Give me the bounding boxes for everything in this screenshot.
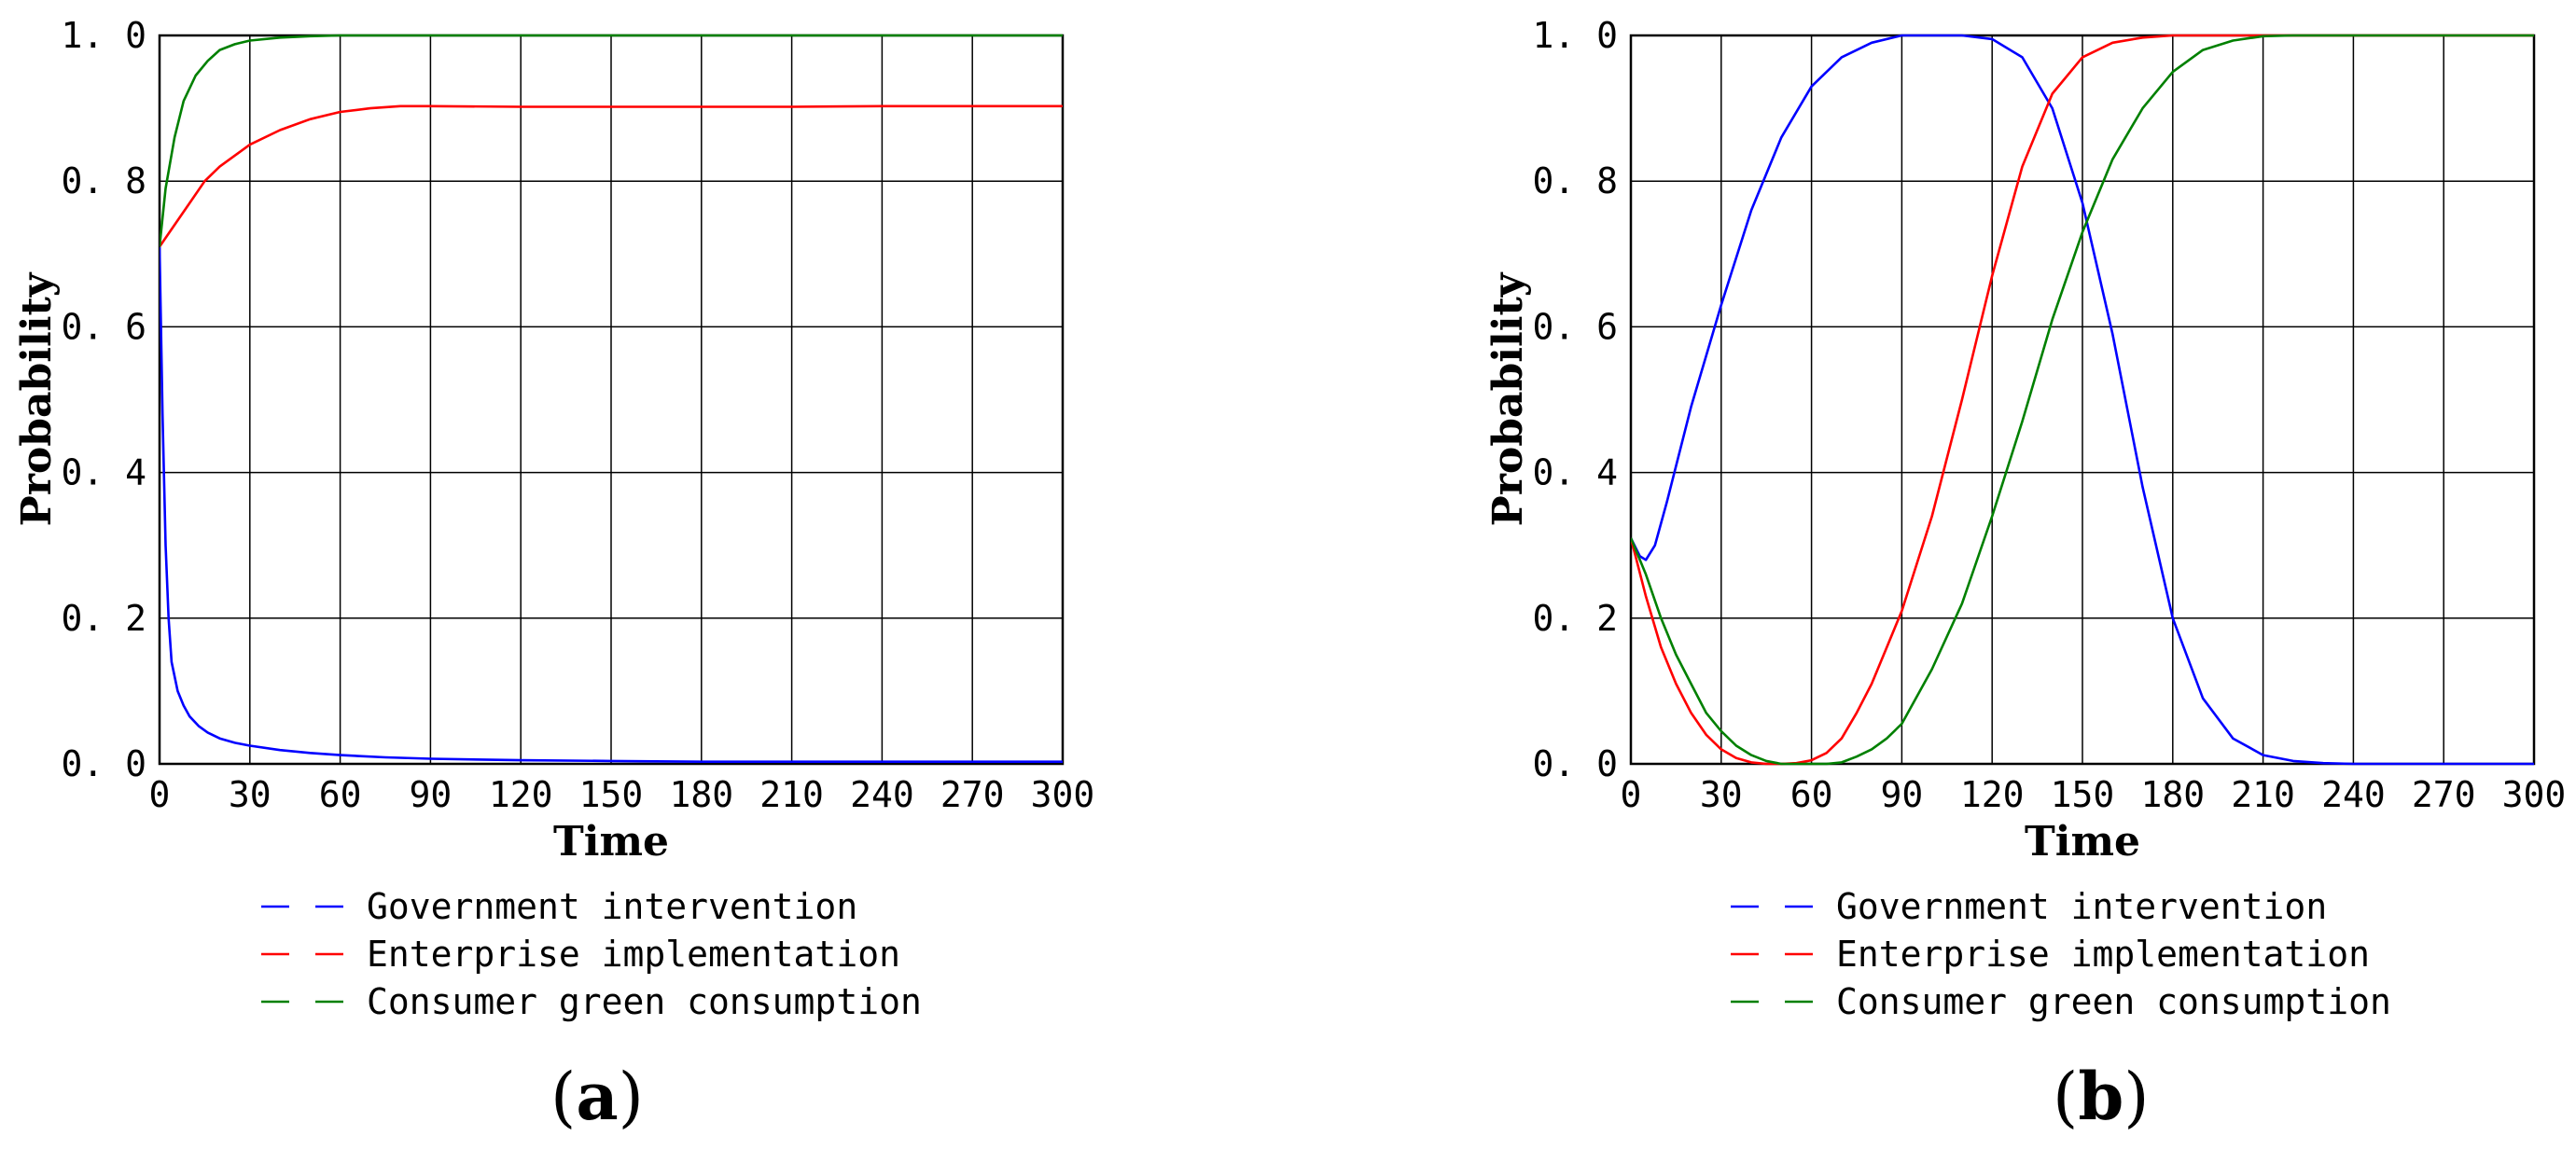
x-tick-label: 150 xyxy=(2051,774,2115,815)
x-tick-label: 120 xyxy=(1960,774,2025,815)
x-tick-label: 210 xyxy=(2231,774,2295,815)
x-tick-label: 240 xyxy=(2321,774,2386,815)
x-tick-label: 30 xyxy=(229,774,272,815)
x-tick-label: 180 xyxy=(669,774,733,815)
legend-a: Government intervention Enterprise implem… xyxy=(261,886,922,1022)
chart-panel-b: 0 30 60 90 120 150 180 210 240 270 300 0. 0 0. 2 0. 4… xyxy=(1484,15,2566,1135)
x-tick-label: 180 xyxy=(2140,774,2205,815)
y-tick-label: 0. 6 xyxy=(1532,306,1618,347)
x-tick-label: 90 xyxy=(410,774,453,815)
x-tick-label: 150 xyxy=(579,774,644,815)
x-tick-label: 300 xyxy=(1031,774,1095,815)
x-axis-title: Time xyxy=(2025,818,2140,866)
series-line-enterprise xyxy=(1631,34,2534,766)
x-tick-label: 210 xyxy=(759,774,824,815)
y-tick-label: 0. 2 xyxy=(1532,598,1618,639)
x-tick-label: 90 xyxy=(1881,774,1924,815)
chart-panel-a: 0 30 60 90 120 150 180 210 240 270 300 0. 0 0. 2 0. 4… xyxy=(13,15,1094,1135)
x-tick-label: 120 xyxy=(489,774,553,815)
legend-label: Government intervention xyxy=(1836,886,2327,927)
x-axis-title: Time xyxy=(553,818,669,866)
series-line-government xyxy=(1631,34,2534,766)
x-tick-label: 0 xyxy=(1621,774,1642,815)
y-tick-label: 0. 0 xyxy=(1532,743,1618,784)
legend-label: Enterprise implementation xyxy=(367,934,900,975)
x-tick-label: 240 xyxy=(850,774,914,815)
x-tick-label: 270 xyxy=(940,774,1005,815)
y-tick-label: 0. 2 xyxy=(61,598,146,639)
y-tick-label: 0. 4 xyxy=(1532,452,1618,493)
series-line-enterprise xyxy=(160,104,1063,248)
y-tick-label: 1. 0 xyxy=(1532,15,1618,56)
series-line-consumer xyxy=(160,34,1063,247)
y-tick-label: 0. 6 xyxy=(61,306,146,347)
x-tick-label: 60 xyxy=(319,774,362,815)
y-axis-title: Probability xyxy=(13,271,61,526)
legend-label: Government intervention xyxy=(367,886,857,927)
panel-label-a: (a) xyxy=(550,1058,644,1135)
legend-label: Consumer green consumption xyxy=(1836,981,2391,1022)
y-tick-label: 0. 8 xyxy=(61,160,146,201)
legend-label: Enterprise implementation xyxy=(1836,934,2370,975)
legend-b: Government intervention Enterprise implem… xyxy=(1731,886,2391,1022)
x-tick-label: 30 xyxy=(1700,774,1743,815)
panel-label-b: (b) xyxy=(2053,1058,2150,1135)
y-tick-label: 1. 0 xyxy=(61,15,146,56)
y-tick-label: 0. 4 xyxy=(61,452,146,493)
x-tick-label: 60 xyxy=(1790,774,1833,815)
y-tick-label: 0. 8 xyxy=(1532,160,1618,201)
x-tick-label: 270 xyxy=(2412,774,2476,815)
x-tick-label: 300 xyxy=(2502,774,2567,815)
legend-label: Consumer green consumption xyxy=(367,981,922,1022)
y-tick-label: 0. 0 xyxy=(61,743,146,784)
series-line-consumer xyxy=(1631,34,2534,766)
x-tick-label: 0 xyxy=(149,774,171,815)
series-line-government xyxy=(160,246,1063,764)
y-axis-title: Probability xyxy=(1484,271,1532,526)
